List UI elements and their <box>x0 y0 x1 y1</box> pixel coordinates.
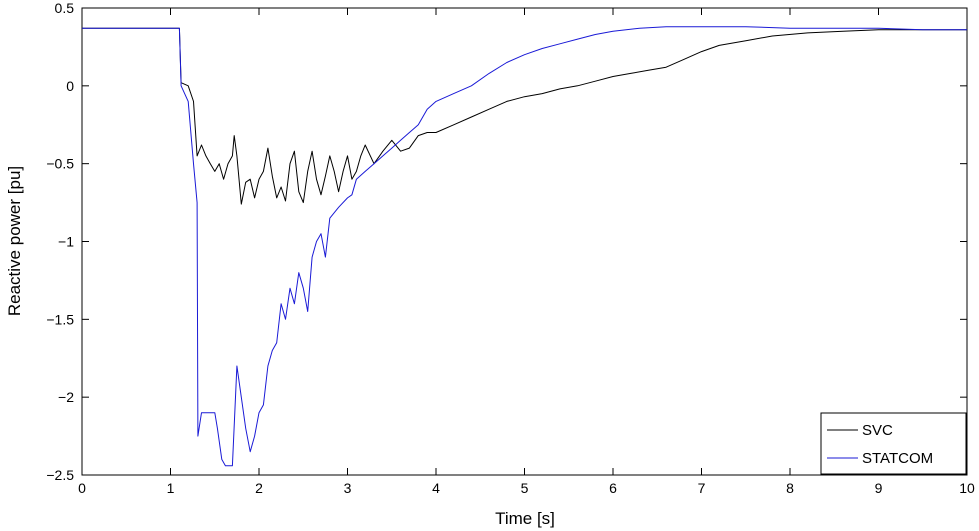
x-tick-label: 4 <box>432 480 440 496</box>
x-tick-label: 8 <box>786 480 794 496</box>
y-axis: 0.5 0 −0.5 −1 −1.5 −2 −2.5 <box>46 0 967 483</box>
y-axis-label: Reactive power [pu] <box>5 166 24 316</box>
x-tick-label: 0 <box>78 480 86 496</box>
series-line-svc <box>82 27 967 205</box>
x-tick-label: 6 <box>609 480 617 496</box>
x-tick-label: 7 <box>698 480 706 496</box>
y-tick-label: 0.5 <box>55 0 75 16</box>
legend: SVC STATCOM <box>820 412 967 475</box>
plot-area <box>81 7 968 476</box>
y-tick-label: −0.5 <box>46 156 74 172</box>
x-tick-label: 5 <box>521 480 529 496</box>
x-axis: 0 1 2 3 4 5 6 7 8 9 10 <box>78 8 975 496</box>
x-tick-label: 9 <box>875 480 883 496</box>
y-tick-label: −1.5 <box>46 311 74 327</box>
x-tick-label: 10 <box>959 480 975 496</box>
legend-label-statcom: STATCOM <box>862 450 933 467</box>
legend-label-svc: SVC <box>862 422 893 439</box>
x-axis-label: Time [s] <box>495 509 555 528</box>
y-tick-label: −1 <box>58 234 74 250</box>
legend-box <box>820 412 967 475</box>
series-line-statcom <box>82 26 967 467</box>
x-tick-label: 1 <box>167 480 175 496</box>
y-tick-label: −2.5 <box>46 467 74 483</box>
x-tick-label: 2 <box>255 480 263 496</box>
series-lines <box>82 26 967 467</box>
y-tick-label: 0 <box>66 78 74 94</box>
x-tick-label: 3 <box>344 480 352 496</box>
y-tick-label: −2 <box>58 389 74 405</box>
